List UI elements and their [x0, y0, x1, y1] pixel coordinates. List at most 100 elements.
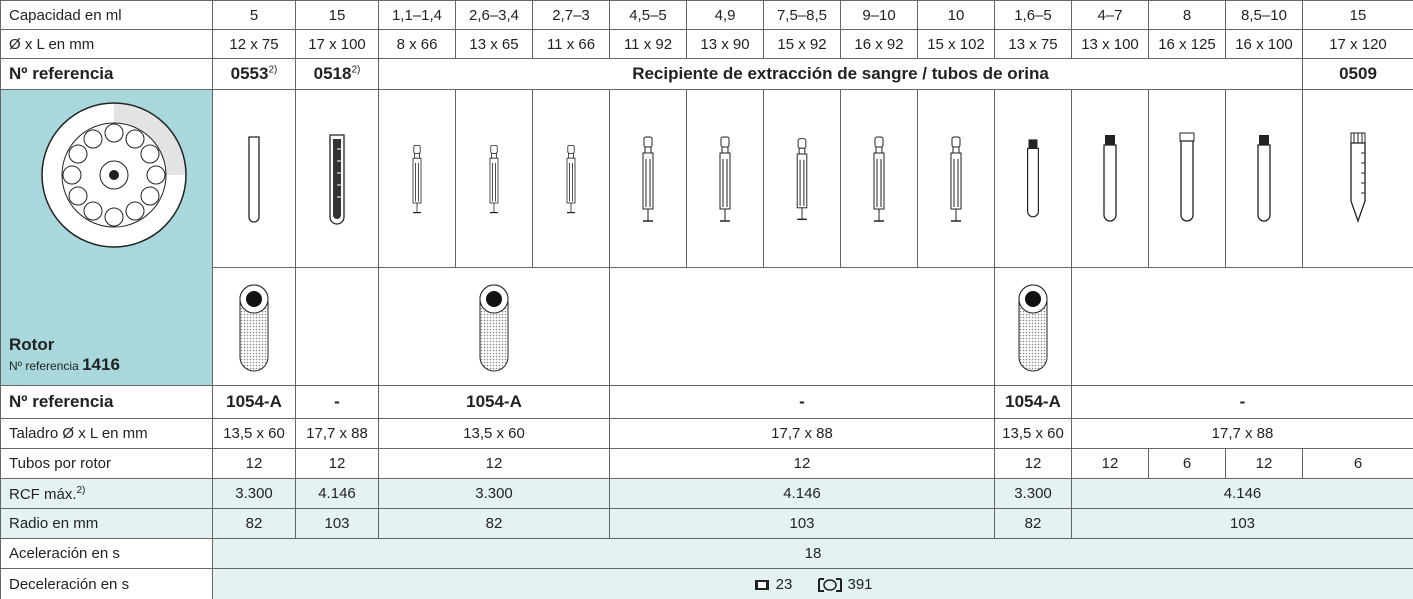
ref: 0518 — [313, 64, 352, 83]
cell: 11 x 66 — [532, 29, 610, 59]
cell: 82 — [378, 508, 610, 539]
note: 2) — [76, 484, 86, 496]
cell: - — [1071, 385, 1413, 419]
cell: 17 x 100 — [295, 29, 379, 59]
cell: 9–10 — [840, 0, 918, 30]
cell: 15 x 102 — [917, 29, 995, 59]
tube-icon — [713, 129, 737, 229]
cell: 2,6–3,4 — [455, 0, 533, 30]
rotor-ref-number: 1416 — [82, 355, 120, 374]
row-deceleration: Deceleración en s 23 391 — [0, 568, 1413, 599]
tube-icon — [242, 129, 266, 229]
cell: - — [295, 385, 379, 419]
cell: 0509 — [1302, 58, 1413, 90]
tube — [295, 89, 379, 268]
cell: 82 — [994, 508, 1072, 539]
cell: 12 — [609, 448, 995, 479]
row-rcf: RCF máx.2) 3.300 4.146 3.300 4.146 3.300 4.146 — [0, 478, 1413, 509]
brake-icon — [755, 579, 770, 590]
tube — [1148, 89, 1226, 268]
label: Capacidad en ml — [0, 0, 213, 30]
cell: 11 x 92 — [609, 29, 687, 59]
tube — [609, 89, 687, 268]
label: RCF máx.2) — [0, 478, 213, 509]
tube — [917, 89, 995, 268]
row-tubes: Rotor Nº referencia 1416 — [0, 89, 1413, 386]
row-bore: Taladro Ø x L en mm 13,5 x 60 17,7 x 88 13,… — [0, 418, 1413, 449]
cell: 17,7 x 88 — [295, 418, 379, 449]
label: Tubos por rotor — [0, 448, 213, 479]
cell: 1054-A — [378, 385, 610, 419]
cell: 12 — [994, 448, 1072, 479]
adapter-icon — [234, 277, 274, 377]
cell: 8,5–10 — [1225, 0, 1303, 30]
cell: 18 — [212, 538, 1413, 569]
tube — [763, 89, 841, 268]
cell: 4–7 — [1071, 0, 1149, 30]
adapter — [994, 267, 1072, 386]
cell: 13 x 65 — [455, 29, 533, 59]
rotor-ref: Nº referencia 1416 — [9, 355, 120, 374]
cell: 5 — [212, 0, 296, 30]
cell: 4.146 — [609, 478, 995, 509]
rotor-cell: Rotor Nº referencia 1416 — [0, 89, 213, 386]
row-tubes-per-rotor: Tubos por rotor 12 12 12 12 12 12 6 12 6 — [0, 448, 1413, 479]
cell: 8 — [1148, 0, 1226, 30]
tube — [532, 89, 610, 268]
cell: 05532) — [212, 58, 296, 90]
cell: 10 — [917, 0, 995, 30]
label: Ø x L en mm — [0, 29, 213, 59]
cell: 6 — [1148, 448, 1226, 479]
cell: 12 — [1071, 448, 1149, 479]
cell: 13,5 x 60 — [212, 418, 296, 449]
label: Deceleración en s — [0, 568, 213, 599]
cell: 13,5 x 60 — [378, 418, 610, 449]
cell: 17,7 x 88 — [609, 418, 995, 449]
tube-icon — [1346, 124, 1370, 234]
row-radius: Radio en mm 82 103 82 103 82 103 — [0, 508, 1413, 539]
rotor-image — [41, 102, 187, 248]
cell: 15 x 92 — [763, 29, 841, 59]
tube — [212, 89, 296, 268]
cell: 1,6–5 — [994, 0, 1072, 30]
rotor-title: Rotor — [9, 335, 55, 354]
tube-icon — [944, 127, 968, 231]
tube-icon — [790, 131, 814, 227]
cell: 13 x 100 — [1071, 29, 1149, 59]
tube — [994, 89, 1072, 268]
tube-icon — [1175, 120, 1199, 238]
note: 2) — [351, 64, 361, 76]
label: Radio en mm — [0, 508, 213, 539]
row-adapter-ref: Nº referencia 1054-A -1054-A -1054-A - — [0, 385, 1413, 419]
brake-icon — [818, 577, 843, 592]
cell: 6 — [1302, 448, 1413, 479]
adapter-icon — [1013, 277, 1053, 377]
tube — [1302, 89, 1413, 268]
cell: 3.300 — [212, 478, 296, 509]
tube-icon — [1252, 129, 1276, 229]
cell: 16 x 100 — [1225, 29, 1303, 59]
cell: 1,1–1,4 — [378, 0, 456, 30]
cell: 12 — [378, 448, 610, 479]
value: 23 — [775, 575, 793, 593]
row-capacity: Capacidad en ml 5 15 1,1–1,4 2,6–3,4 2,7–3 4,5… — [0, 0, 1413, 30]
cell: - — [609, 385, 995, 419]
cell: 23 391 — [212, 568, 1413, 599]
cell: 12 — [295, 448, 379, 479]
cell: 13 x 90 — [686, 29, 764, 59]
cell: 1054-A — [994, 385, 1072, 419]
cell: 17,7 x 88 — [1071, 418, 1413, 449]
adapter-empty — [295, 267, 379, 386]
tube-icon — [636, 129, 660, 229]
tube-icon — [325, 129, 349, 229]
cell: 13,5 x 60 — [994, 418, 1072, 449]
adapter — [378, 267, 610, 386]
cell: 4,9 — [686, 0, 764, 30]
label: Nº referencia — [0, 385, 213, 419]
cell: 4.146 — [1071, 478, 1413, 509]
cell: 13 x 75 — [994, 29, 1072, 59]
cell: 15 — [295, 0, 379, 30]
adapter-icon — [474, 277, 514, 377]
tube-icon — [1098, 127, 1122, 231]
label: Nº referencia — [0, 58, 213, 90]
